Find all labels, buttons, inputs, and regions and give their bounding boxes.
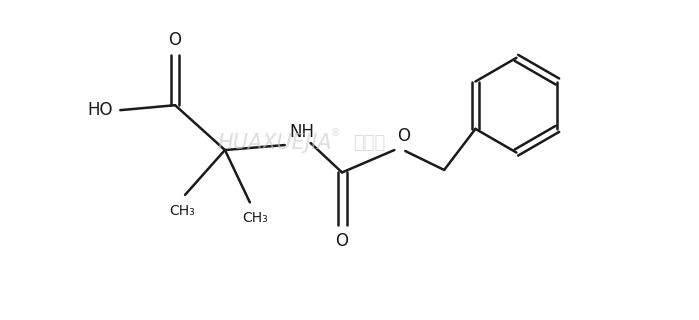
- Text: CH₃: CH₃: [242, 211, 268, 225]
- Text: 化学加: 化学加: [353, 133, 386, 152]
- Text: ®: ®: [331, 128, 340, 138]
- Text: HO: HO: [87, 101, 113, 119]
- Text: CH₃: CH₃: [170, 204, 196, 218]
- Text: HUAXUEJIA: HUAXUEJIA: [217, 132, 332, 153]
- Text: O: O: [336, 232, 349, 250]
- Text: NH: NH: [289, 123, 315, 141]
- Text: O: O: [397, 127, 410, 145]
- Text: O: O: [168, 31, 182, 49]
